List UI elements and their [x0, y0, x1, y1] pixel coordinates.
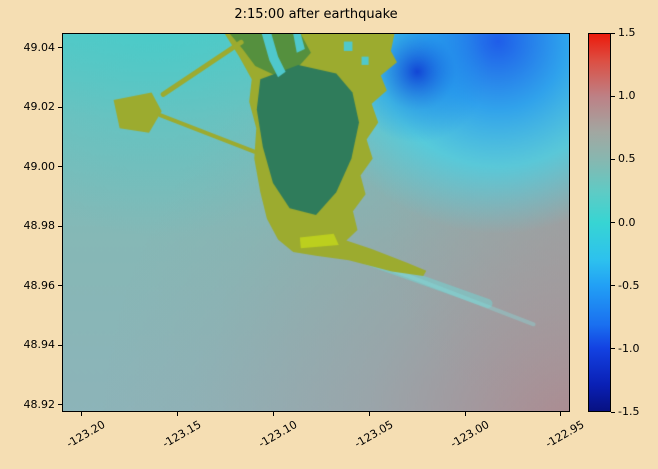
y-tick-label: 48.94	[23, 338, 56, 352]
y-tick-label: 48.98	[23, 219, 56, 233]
y-tick-mark	[58, 285, 62, 287]
plot-title: 2:15:00 after earthquake	[234, 7, 398, 22]
colorbar-tick-label: -1.0	[618, 341, 640, 355]
y-tick-label: 48.92	[23, 397, 56, 411]
colorbar-tick-label: 0.0	[618, 215, 636, 229]
y-tick-label: 49.00	[23, 159, 56, 173]
y-tick-label: 48.96	[23, 278, 56, 292]
colorbar-tick-mark	[611, 222, 615, 223]
x-tick-mark	[464, 412, 466, 416]
x-tick-label: -122.95	[543, 418, 587, 451]
y-tick-mark	[58, 344, 62, 346]
x-tick-mark	[368, 412, 370, 416]
colorbar-tick-label: 1.5	[618, 26, 636, 39]
x-tick-label: -123.20	[64, 418, 108, 451]
x-tick-mark	[177, 412, 179, 416]
x-tick-label: -123.10	[256, 418, 300, 451]
colorbar-tick-mark	[611, 95, 615, 97]
x-tick-mark	[81, 412, 83, 416]
y-tick-mark	[58, 47, 62, 49]
x-tick-mark	[560, 412, 562, 416]
colorbar-tick-mark	[611, 32, 615, 34]
colorbar-tick-mark	[611, 411, 615, 413]
colorbar-tick-mark	[611, 158, 615, 160]
x-tick-label: -123.15	[160, 418, 204, 451]
colorbar-tick-mark	[611, 348, 615, 350]
x-tick-label: -123.05	[351, 418, 396, 451]
map-plot-area	[62, 33, 570, 412]
colorbar-tick-label: -1.5	[618, 405, 640, 418]
colorbar-tick-label: -0.5	[618, 278, 640, 292]
y-tick-label: 49.02	[23, 100, 56, 114]
colorbar-tick-label: 0.5	[618, 152, 636, 166]
y-tick-label: 49.04	[23, 40, 56, 54]
y-tick-mark	[58, 404, 62, 406]
y-tick-mark	[58, 166, 62, 168]
colorbar-gradient	[588, 33, 611, 412]
y-tick-mark	[58, 106, 62, 108]
colorbar-tick-label: 1.0	[618, 89, 636, 103]
colorbar-tick-mark	[611, 285, 615, 287]
sea-surface-heatmap	[63, 34, 569, 411]
x-tick-label: -123.00	[447, 418, 492, 451]
x-tick-mark	[272, 412, 274, 416]
y-tick-mark	[58, 225, 62, 227]
